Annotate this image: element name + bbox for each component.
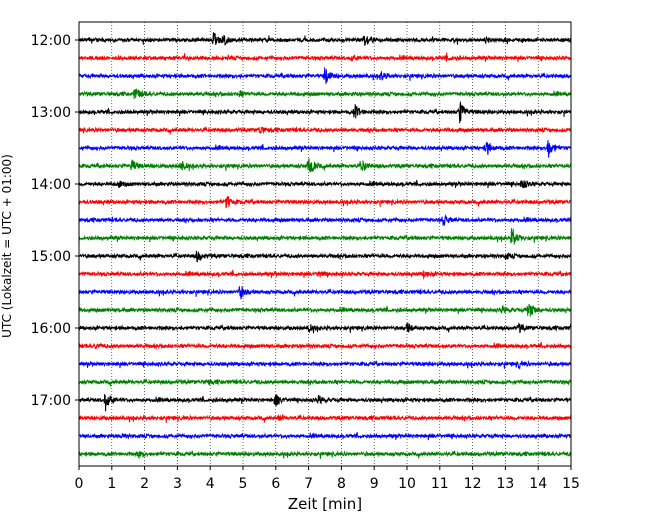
trace-1530 [78, 286, 572, 300]
trace-1615 [78, 341, 572, 350]
x-tick-label: 3 [173, 476, 182, 492]
trace-1415 [78, 196, 572, 209]
trace-1300 [78, 101, 572, 124]
grid [111, 22, 539, 466]
trace-1330 [79, 139, 572, 158]
trace-1700 [78, 393, 572, 412]
trace-1400 [78, 179, 572, 189]
plot-frame [78, 21, 572, 467]
trace-1500 [78, 250, 572, 263]
y-tick-label: 15:00 [31, 249, 71, 265]
y-axis-ticks: 12:00 13:00 14:00 15:00 16:00 17:00 [31, 33, 79, 409]
trace-1745 [78, 450, 572, 460]
y-tick-label: 16:00 [31, 321, 71, 337]
x-tick-label: 13 [496, 476, 514, 492]
trace-1200 [78, 32, 572, 46]
x-tick-label: 1 [107, 476, 116, 492]
y-tick-label: 17:00 [31, 393, 71, 409]
x-tick-label: 0 [75, 476, 84, 492]
x-axis-ticks: 0 1 2 3 4 5 6 7 8 9 10 11 12 13 14 15 [75, 466, 580, 492]
x-tick-label: 2 [140, 476, 149, 492]
trace-1445 [78, 228, 572, 245]
trace-1515 [78, 269, 572, 280]
x-tick-label: 9 [370, 476, 379, 492]
y-axis-label: UTC (Lokalzeit = UTC + 01:00) [0, 154, 14, 338]
trace-1730 [78, 431, 572, 441]
y-tick-label: 14:00 [31, 177, 71, 193]
x-tick-label: 6 [271, 476, 280, 492]
trace-1215 [78, 52, 572, 63]
x-tick-label: 4 [206, 476, 215, 492]
trace-1715 [78, 413, 572, 423]
x-tick-label: 10 [398, 476, 416, 492]
seismic-traces [78, 32, 572, 460]
trace-1245 [78, 88, 572, 100]
trace-1230 [78, 67, 572, 85]
x-tick-label: 14 [529, 476, 547, 492]
trace-1645 [78, 377, 572, 387]
x-tick-label: 15 [562, 476, 580, 492]
trace-1600 [78, 322, 572, 334]
x-tick-label: 11 [431, 476, 449, 492]
x-tick-label: 8 [337, 476, 346, 492]
x-axis-label: Zeit [min] [288, 495, 362, 513]
trace-1345 [78, 158, 572, 173]
trace-1315 [78, 125, 572, 135]
x-tick-label: 12 [464, 476, 482, 492]
trace-1430 [78, 213, 572, 226]
y-tick-label: 13:00 [31, 105, 71, 121]
trace-1545 [78, 303, 572, 317]
y-tick-label: 12:00 [31, 33, 71, 49]
x-tick-label: 5 [239, 476, 248, 492]
x-tick-label: 7 [304, 476, 313, 492]
trace-1630 [78, 360, 572, 370]
